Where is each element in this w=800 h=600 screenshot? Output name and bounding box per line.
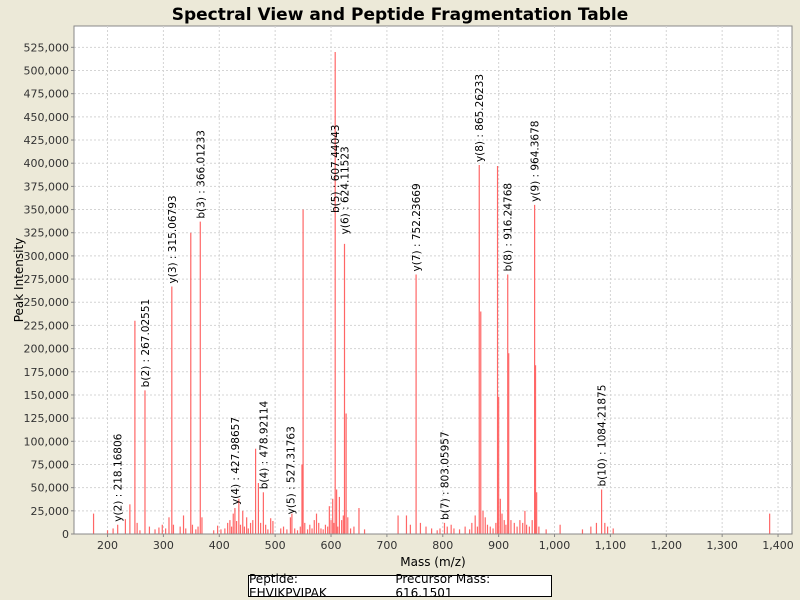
peptide-label: Peptide: bbox=[249, 572, 298, 586]
peptide-entry: Peptide: EHVIKPVIPAK bbox=[249, 572, 379, 600]
peak-annotation: y(7) : 752.23669 bbox=[411, 183, 423, 271]
y-tick-label: 100,000 bbox=[24, 435, 70, 448]
x-tick-label: 300 bbox=[153, 539, 174, 552]
chart-title: Spectral View and Peptide Fragmentation … bbox=[172, 5, 629, 25]
x-tick-label: 1,300 bbox=[706, 539, 738, 552]
peak-annotation: y(3) : 315.06793 bbox=[167, 195, 179, 283]
y-tick-label: 525,000 bbox=[24, 41, 70, 54]
x-tick-label: 700 bbox=[376, 539, 397, 552]
peptide-sequence: EHVIKPVIPAK bbox=[249, 586, 327, 600]
peak-annotation: b(3) : 366.01233 bbox=[195, 130, 207, 219]
x-tick-label: 200 bbox=[97, 539, 118, 552]
y-tick-label: 75,000 bbox=[31, 458, 70, 471]
y-tick-label: 250,000 bbox=[24, 296, 70, 309]
y-tick-label: 450,000 bbox=[24, 111, 70, 124]
x-tick-label: 1,200 bbox=[651, 539, 683, 552]
y-tick-label: 175,000 bbox=[24, 366, 70, 379]
x-tick-label: 1,400 bbox=[762, 539, 794, 552]
y-tick-label: 225,000 bbox=[24, 319, 70, 332]
peak-annotations: y(2) : 218.16806 b(2) : 267.02551 y(3) : 3… bbox=[113, 74, 609, 522]
y-tick-label: 325,000 bbox=[24, 227, 70, 240]
y-tick-label: 50,000 bbox=[31, 482, 70, 495]
axes: 200 300 400 500 600 700 800 900 1,000 1,100 1,200 1… bbox=[24, 26, 794, 552]
peak-annotation: y(6) : 624.11523 bbox=[340, 146, 352, 234]
peak-series bbox=[92, 51, 771, 534]
y-tick-label: 400,000 bbox=[24, 157, 70, 170]
y-tick-label: 125,000 bbox=[24, 412, 70, 425]
x-tick-label: 800 bbox=[432, 539, 453, 552]
x-axis-label: Mass (m/z) bbox=[400, 555, 465, 569]
y-tick-label: 375,000 bbox=[24, 180, 70, 193]
peak-annotation: y(2) : 218.16806 bbox=[113, 433, 125, 521]
peak-annotation: b(8) : 916.24768 bbox=[503, 183, 515, 272]
y-tick-label: 475,000 bbox=[24, 88, 70, 101]
precursor-mass: 616.1501 bbox=[395, 586, 453, 600]
precursor-entry: Precursor Mass: 616.1501 bbox=[395, 572, 551, 600]
y-tick-label: 350,000 bbox=[24, 204, 70, 217]
y-tick-label: 200,000 bbox=[24, 343, 70, 356]
peak-annotation: y(9) : 964.3678 bbox=[530, 121, 542, 202]
peak-annotation: b(7) : 803.05957 bbox=[439, 431, 451, 520]
x-tick-label: 900 bbox=[488, 539, 509, 552]
peak-annotation: y(4) : 427.98657 bbox=[230, 417, 242, 505]
peak-annotation: y(8) : 865.26233 bbox=[474, 74, 486, 162]
y-axis-label: Peak Intensity bbox=[12, 238, 26, 323]
y-tick-label: 275,000 bbox=[24, 273, 70, 286]
y-tick-label: 425,000 bbox=[24, 134, 70, 147]
x-tick-label: 1,100 bbox=[595, 539, 627, 552]
x-tick-label: 400 bbox=[209, 539, 230, 552]
grid-lines bbox=[74, 26, 792, 535]
x-tick-label: 600 bbox=[321, 539, 342, 552]
peak-annotation: b(10) : 1084.21875 bbox=[597, 385, 609, 487]
peak-annotation: b(2) : 267.02551 bbox=[140, 299, 152, 388]
y-tick-label: 150,000 bbox=[24, 389, 70, 402]
peak-annotation: b(4) : 478.92114 bbox=[258, 400, 270, 489]
peak-annotation: y(5) : 527.31763 bbox=[285, 426, 297, 514]
y-tick-label: 500,000 bbox=[24, 64, 70, 77]
peak-annotation: b(5) : 607.44043 bbox=[330, 124, 342, 213]
legend: Peptide: EHVIKPVIPAK Precursor Mass: 616… bbox=[248, 572, 552, 600]
y-tick-label: 300,000 bbox=[24, 250, 70, 263]
precursor-label: Precursor Mass: bbox=[395, 572, 491, 586]
x-tick-label: 1,000 bbox=[539, 539, 571, 552]
y-tick-label: 0 bbox=[62, 528, 69, 541]
plot-area bbox=[73, 25, 793, 535]
y-tick-label: 25,000 bbox=[31, 505, 70, 518]
x-tick-label: 500 bbox=[265, 539, 286, 552]
